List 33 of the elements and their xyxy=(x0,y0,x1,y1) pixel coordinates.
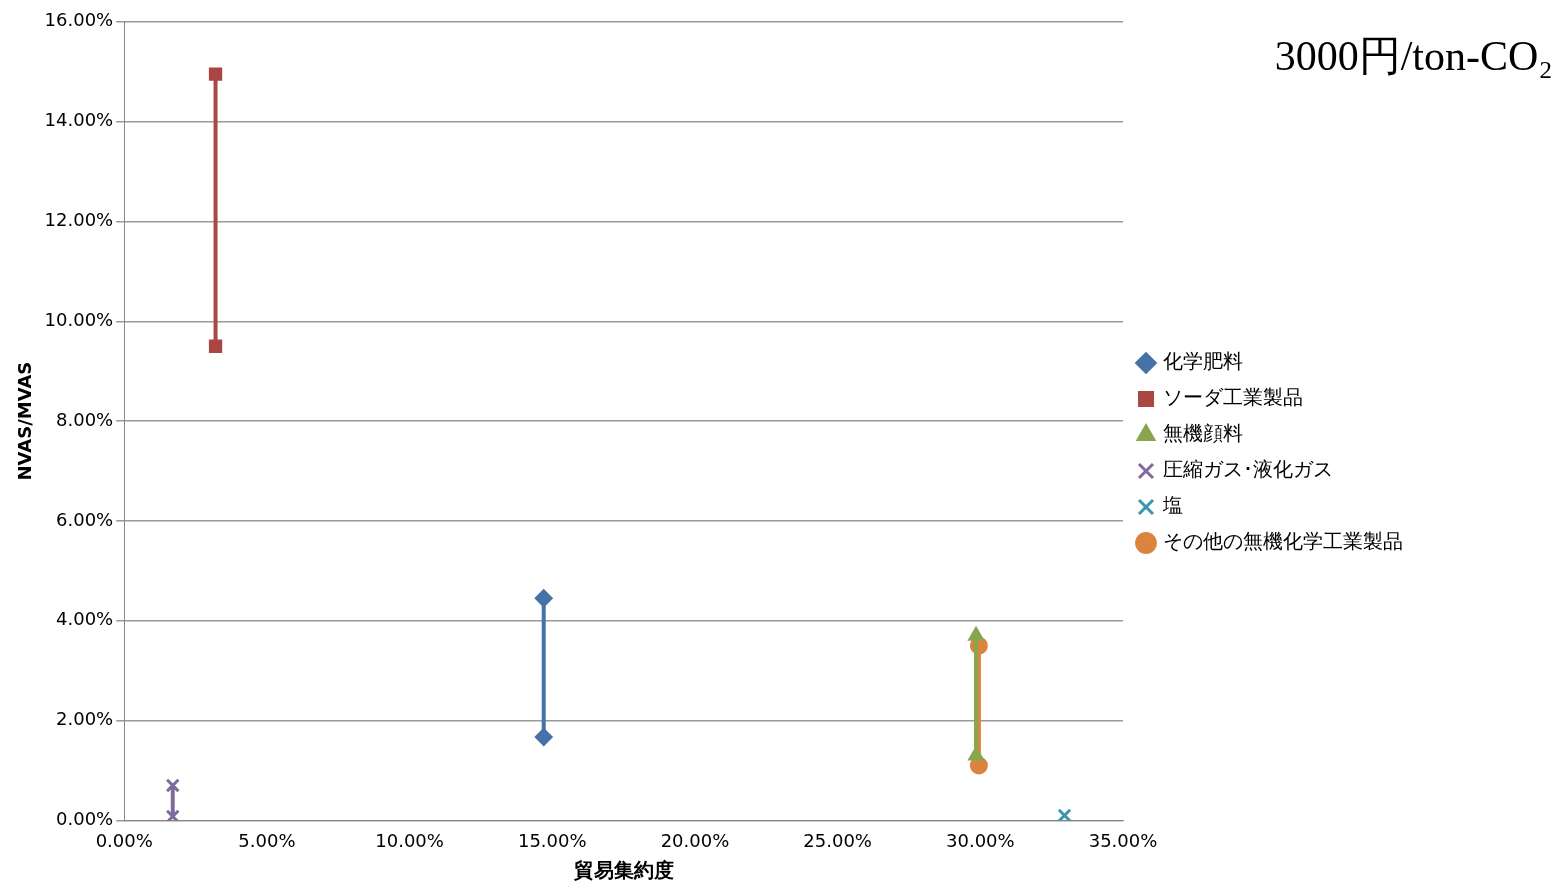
y-axis-title: NVAS/MVAS xyxy=(14,361,36,481)
y-tick-label: 0.00% xyxy=(56,808,114,830)
x-tick-label: 20.00% xyxy=(660,829,730,851)
point xyxy=(165,809,180,821)
point xyxy=(165,778,180,793)
x-tick-label: 35.00% xyxy=(1088,829,1158,851)
legend-label: 無機顔料 xyxy=(1163,421,1243,446)
legend-label: その他の無機化学工業製品 xyxy=(1163,529,1403,554)
x-tick-label: 0.00% xyxy=(95,829,153,851)
x-tick-label: 15.00% xyxy=(517,829,587,851)
point xyxy=(1057,808,1072,821)
text: 3000円/ton-CO₂ xyxy=(1274,32,1553,81)
legend-label: 塩 xyxy=(1162,493,1183,518)
y-tick-label: 12.00% xyxy=(44,209,114,231)
legend-label: 化学肥料 xyxy=(1163,349,1243,374)
y-tick-label: 4.00% xyxy=(56,608,114,630)
x-tick-label: 5.00% xyxy=(238,829,296,851)
legend-label: 圧縮ガス･液化ガス xyxy=(1163,457,1333,482)
x-axis-title: 貿易集約度 xyxy=(572,858,674,883)
point xyxy=(534,589,553,608)
point xyxy=(208,67,223,81)
y-tick-label: 16.00% xyxy=(44,9,114,31)
y-tick-label: 2.00% xyxy=(56,708,114,730)
x-tick-label: 30.00% xyxy=(946,829,1015,851)
point xyxy=(208,339,223,353)
y-tick-label: 6.00% xyxy=(56,508,114,530)
y-tick-label: 10.00% xyxy=(44,308,114,330)
x-tick-label: 10.00% xyxy=(375,829,444,851)
point xyxy=(534,728,553,747)
legend-label: ソーダ工業製品 xyxy=(1163,385,1303,410)
y-tick-label: 14.00% xyxy=(44,109,114,131)
x-tick-label: 25.00% xyxy=(803,829,872,851)
y-tick-label: 8.00% xyxy=(56,408,114,430)
